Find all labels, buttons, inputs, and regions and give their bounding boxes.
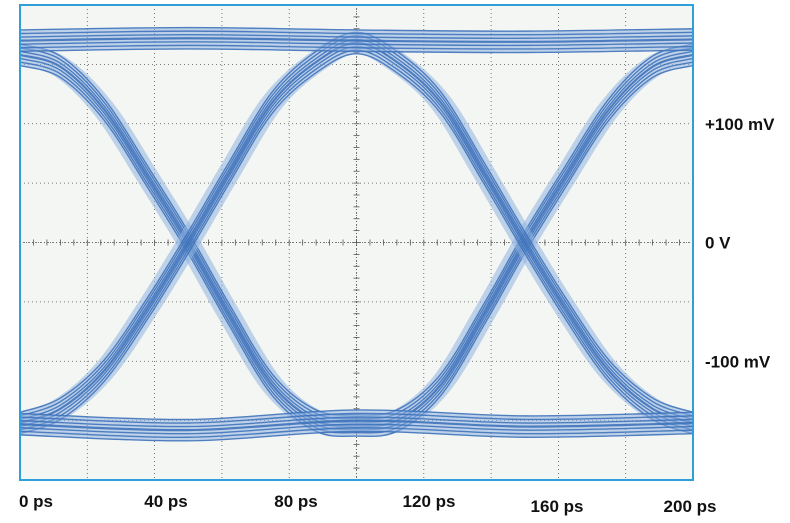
- waveform-traces: [20, 26, 693, 442]
- series-3-strand: [20, 409, 693, 421]
- y-tick-label: +100 mV: [705, 115, 775, 134]
- series-2-strand: [20, 48, 693, 54]
- series-1-strand: [20, 52, 693, 435]
- x-tick-label: 0 ps: [19, 492, 53, 511]
- y-tick-label: 0 V: [705, 234, 731, 253]
- series-2-strand: [20, 44, 693, 50]
- series-2-strand: [20, 30, 693, 36]
- y-axis-tick-labels: +100 mV 0 V -100 mV: [705, 115, 775, 372]
- series-3-strand: [20, 416, 693, 428]
- y-tick-label: -100 mV: [705, 352, 771, 371]
- x-tick-label: 80 ps: [274, 492, 317, 511]
- series-3-strand: [20, 412, 693, 424]
- x-axis-tick-labels: 0 ps 40 ps 80 ps 120 ps 160 ps 200 ps: [19, 492, 716, 516]
- x-tick-label: 160 ps: [531, 497, 584, 516]
- x-tick-label: 200 ps: [664, 497, 717, 516]
- series-3-strand: [20, 419, 693, 432]
- series-3-strand: [20, 423, 693, 435]
- series-0-strand: [20, 61, 693, 434]
- series-0-strand: [20, 64, 693, 438]
- series-2-strand: [20, 37, 693, 43]
- x-tick-label: 120 ps: [403, 492, 456, 511]
- series-3-strand: [20, 430, 693, 442]
- series-2-strand: [20, 33, 693, 39]
- series-2-strand: [20, 26, 693, 32]
- x-tick-label: 40 ps: [144, 492, 187, 511]
- series-2-strand: [20, 41, 693, 47]
- plot-frame: [19, 4, 694, 481]
- series-3-strand: [20, 427, 693, 438]
